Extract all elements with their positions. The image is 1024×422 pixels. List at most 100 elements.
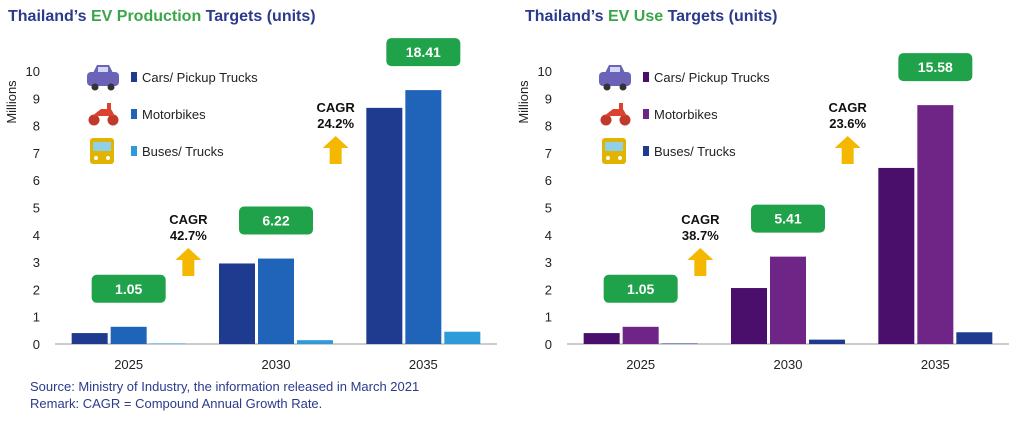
- y-tick-label: 8: [545, 119, 552, 134]
- up-arrow-icon: [175, 248, 202, 276]
- legend-swatch: [643, 72, 649, 82]
- y-axis-label: Millions: [4, 80, 19, 124]
- y-tick-label: 7: [545, 146, 552, 161]
- cagr-value: 24.2%: [317, 116, 354, 131]
- car-wheel: [619, 83, 627, 91]
- x-tick-label: 2025: [626, 357, 655, 372]
- total-badge: [91, 274, 166, 303]
- bar: [444, 331, 481, 344]
- cagr-value: 23.6%: [829, 116, 866, 131]
- chart-title-use: Thailand’s EV Use Targets (units): [525, 8, 778, 25]
- total-badge: [386, 38, 461, 67]
- y-tick-label: 1: [33, 310, 40, 325]
- bike-handle: [107, 103, 111, 111]
- y-tick-label: 7: [33, 146, 40, 161]
- y-tick-label: 4: [33, 228, 40, 243]
- production-targets-chart: Millions 0 1 2 3 4 5 6 7 8 9 10 2025 1.05 2030 6.22 2035…: [4, 38, 497, 372]
- x-tick-label: 2035: [921, 357, 950, 372]
- bar: [71, 333, 108, 344]
- legend-label: Motorbikes: [142, 107, 206, 122]
- total-label: 15.58: [918, 59, 953, 75]
- y-tick-label: 3: [545, 255, 552, 270]
- bus-light: [606, 156, 610, 160]
- cagr-value: 42.7%: [170, 228, 207, 243]
- y-tick-label: 9: [33, 91, 40, 106]
- bar: [258, 258, 294, 344]
- bar: [583, 333, 620, 344]
- car-wheel: [603, 83, 611, 91]
- bar: [878, 167, 915, 344]
- y-tick-label: 4: [545, 228, 552, 243]
- car-wheel: [91, 83, 99, 91]
- bar: [405, 90, 442, 344]
- use-targets-chart: Millions 0 1 2 3 4 5 6 7 8 9 10 2025 1.05 2030 5.41 2035…: [516, 53, 1009, 372]
- car-window: [98, 67, 108, 72]
- total-label: 1.05: [115, 281, 142, 297]
- y-tick-label: 6: [545, 173, 552, 188]
- motorbike-icon: [88, 103, 119, 126]
- cagr-label: CAGR: [317, 100, 356, 115]
- legend-label: Cars/ Pickup Trucks: [654, 70, 770, 85]
- bar: [622, 326, 659, 344]
- car-body: [87, 72, 119, 86]
- bus-window: [605, 142, 623, 151]
- y-tick-label: 8: [33, 119, 40, 134]
- bike-handle: [619, 103, 623, 111]
- bar: [366, 107, 403, 344]
- up-arrow-icon: [834, 136, 861, 164]
- y-tick-label: 2: [545, 282, 552, 297]
- total-badge: [751, 204, 825, 233]
- cagr-label: CAGR: [169, 212, 208, 227]
- up-arrow-icon: [322, 136, 349, 164]
- bar: [110, 326, 147, 344]
- y-tick-label: 10: [538, 64, 552, 79]
- car-window: [610, 67, 620, 72]
- car-icon: [87, 65, 119, 91]
- bar: [661, 343, 698, 344]
- total-badge: [603, 274, 678, 303]
- x-tick-label: 2025: [114, 357, 143, 372]
- cagr-label: CAGR: [681, 212, 720, 227]
- legend-swatch: [643, 146, 649, 156]
- bar: [149, 343, 186, 344]
- cagr-label: CAGR: [829, 100, 868, 115]
- bus-icon: [602, 138, 626, 164]
- y-tick-label: 1: [545, 310, 552, 325]
- total-label: 6.22: [262, 213, 289, 229]
- x-tick-label: 2030: [262, 357, 291, 372]
- car-wheel: [107, 83, 115, 91]
- y-tick-label: 9: [545, 91, 552, 106]
- total-label: 18.41: [406, 44, 441, 60]
- bar: [956, 332, 993, 344]
- bike-wheel: [107, 114, 119, 126]
- bus-light: [94, 156, 98, 160]
- y-tick-label: 10: [26, 64, 40, 79]
- up-arrow-icon: [687, 248, 714, 276]
- x-tick-label: 2030: [774, 357, 803, 372]
- legend-label: Cars/ Pickup Trucks: [142, 70, 258, 85]
- cagr-value: 38.7%: [682, 228, 719, 243]
- y-tick-label: 0: [33, 337, 40, 352]
- y-tick-label: 5: [33, 201, 40, 216]
- y-tick-label: 0: [545, 337, 552, 352]
- legend-label: Buses/ Trucks: [142, 144, 224, 159]
- chart-title-production: Thailand’s EV Production Targets (units): [8, 8, 316, 25]
- total-label: 1.05: [627, 281, 654, 297]
- x-tick-label: 2035: [409, 357, 438, 372]
- legend-swatch: [131, 109, 137, 119]
- bar: [809, 339, 845, 344]
- bar: [917, 105, 954, 344]
- total-label: 5.41: [774, 211, 801, 227]
- y-axis-label: Millions: [516, 80, 531, 124]
- legend-label: Motorbikes: [654, 107, 718, 122]
- remark-note: Remark: CAGR = Compound Annual Growth Ra…: [30, 396, 323, 411]
- bike-wheel: [88, 114, 100, 126]
- source-note: Source: Ministry of Industry, the inform…: [30, 379, 420, 394]
- total-badge: [898, 53, 973, 82]
- car-icon: [599, 65, 631, 91]
- legend-swatch: [643, 109, 649, 119]
- y-tick-label: 3: [33, 255, 40, 270]
- bar: [219, 263, 255, 344]
- y-tick-label: 2: [33, 282, 40, 297]
- bar: [731, 288, 767, 344]
